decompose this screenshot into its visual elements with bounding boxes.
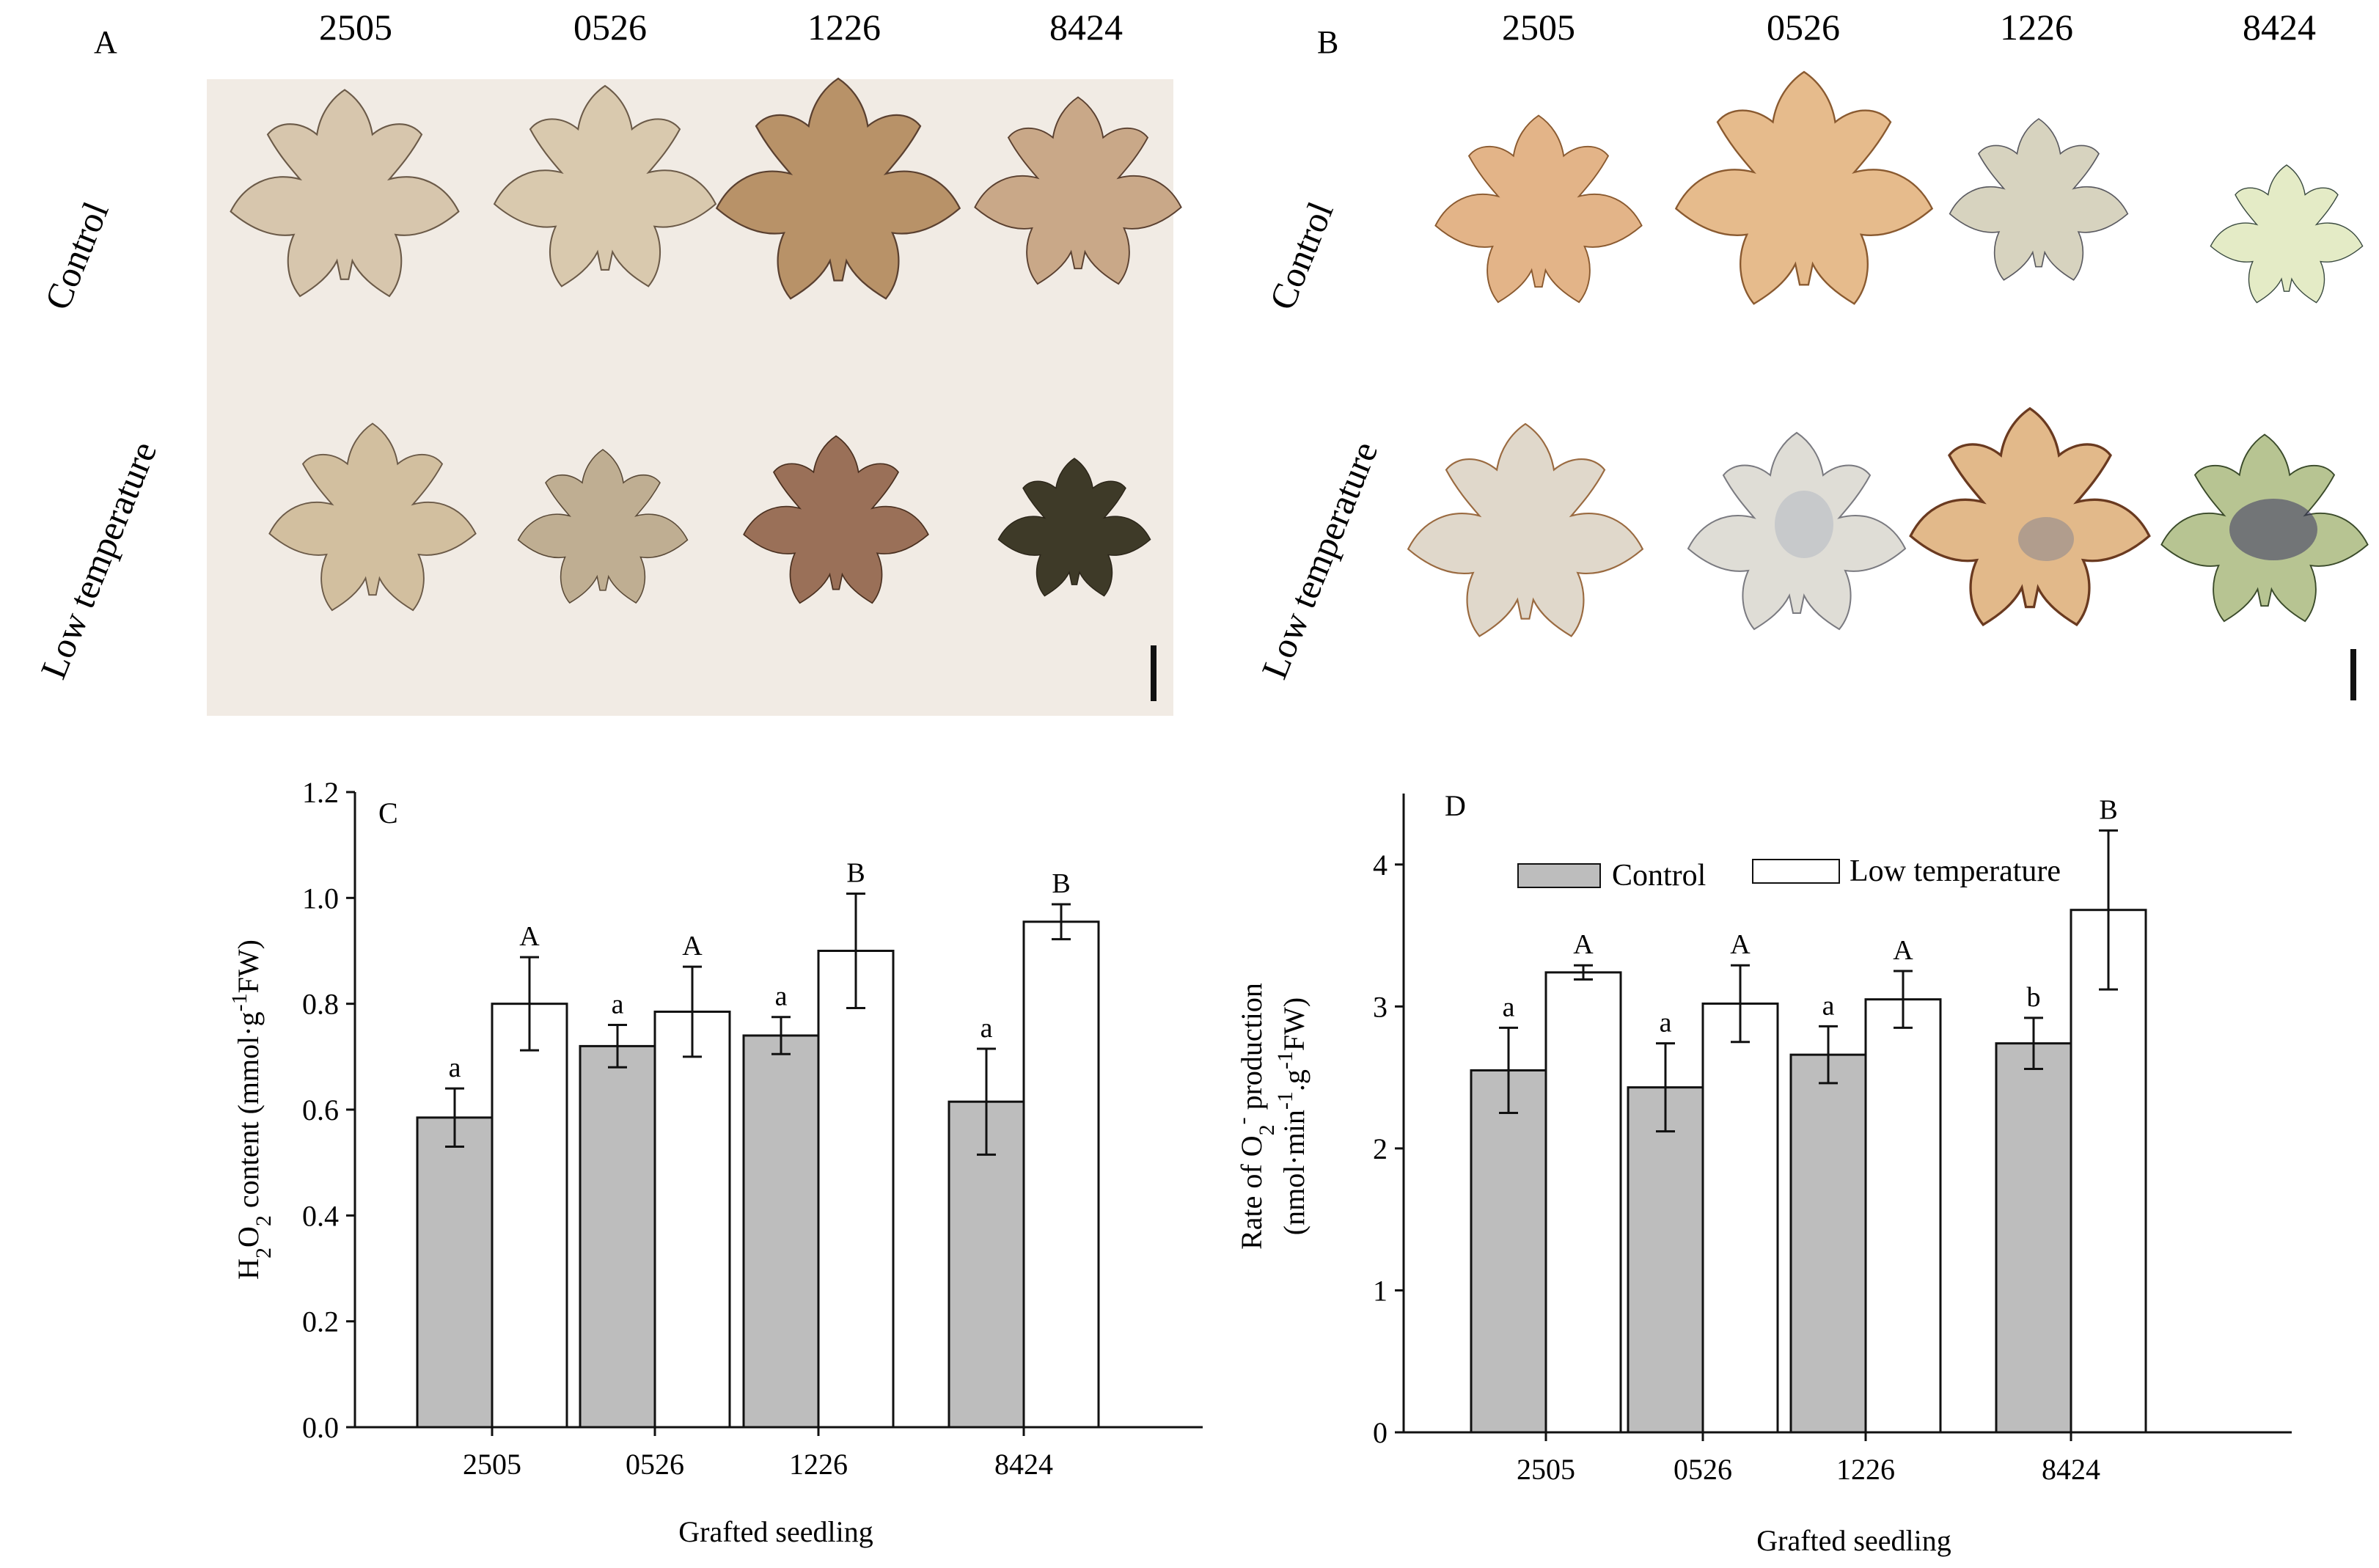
y-tick-label: 1.2 — [302, 776, 339, 809]
significance-letter: a — [1660, 1008, 1672, 1038]
chart-d-x-axis-title: Grafted seedling — [1756, 1524, 1951, 1557]
panel-a: A 2505 0526 1226 8424 Control Low temper… — [32, 7, 1182, 716]
leaf-image — [1949, 118, 2129, 281]
y-tick-label: 3 — [1373, 990, 1388, 1023]
scale-bar — [2350, 649, 2356, 700]
leaf-image — [1909, 407, 2151, 626]
chart-c-panel-label: C — [378, 796, 398, 829]
x-tick-label: 2505 — [463, 1448, 521, 1481]
bar — [416, 1116, 494, 1429]
significance-letter: B — [2099, 794, 2117, 825]
panel-b-row-label: Low temperature — [1253, 436, 1385, 684]
significance-letter: A — [1893, 935, 1913, 966]
bar — [653, 1010, 731, 1429]
chart-c-x-axis-title: Grafted seedling — [678, 1515, 873, 1548]
leaf-image — [2210, 164, 2364, 304]
y-tick-label: 0 — [1373, 1416, 1388, 1449]
chart-d-panel-label: D — [1445, 789, 1466, 822]
y-tick-label: 0.6 — [302, 1093, 339, 1126]
panel-a-row-label: Control — [37, 196, 117, 315]
bar — [1627, 1086, 1704, 1434]
panel-b-col-label: 1226 — [2000, 7, 2073, 48]
x-tick-label: 0526 — [1674, 1453, 1732, 1486]
bar — [1995, 1042, 2072, 1434]
y-tick-label: 0.4 — [302, 1199, 339, 1232]
bar — [1022, 920, 1100, 1429]
significance-letter: b — [2027, 982, 2041, 1013]
chart-c-y-axis-title: H2O2 content (mmol·g-1FW) — [227, 939, 276, 1280]
bar — [1864, 998, 1942, 1434]
leaf-image — [1675, 70, 1933, 305]
chart-c: C 0.0 0.2 0.4 0.6 0.8 1.0 1.2 a A 2505 a A 0526 a B 12… — [227, 776, 1203, 1548]
y-tick-label: 1 — [1373, 1274, 1388, 1307]
bar — [1701, 1002, 1779, 1434]
significance-letter: B — [846, 858, 865, 889]
x-tick-label: 1226 — [1836, 1453, 1895, 1486]
legend-swatch-control — [1517, 863, 1601, 888]
significance-letter: a — [980, 1013, 993, 1044]
y-tick-label: 1.0 — [302, 882, 339, 915]
scale-bar — [1151, 645, 1156, 701]
bar — [947, 1100, 1025, 1429]
significance-letter: B — [1052, 868, 1070, 899]
x-tick-label: 2505 — [1517, 1453, 1575, 1486]
panel-a-label: A — [94, 24, 117, 60]
bar — [1470, 1069, 1547, 1434]
chart-d: D 0 1 2 3 4 a A 2505 a A 0526 a A 1226 b B 8424 Control… — [1231, 789, 2292, 1557]
y-tick-label: 0.0 — [302, 1411, 339, 1444]
panel-a-col-label: 0526 — [573, 7, 647, 48]
panel-b-label: B — [1317, 24, 1338, 60]
y-tick-label: 4 — [1373, 849, 1388, 882]
bar — [817, 950, 895, 1429]
significance-letter: a — [449, 1052, 461, 1083]
panel-b-col-label: 8424 — [2243, 7, 2316, 48]
significance-letter: a — [1503, 992, 1515, 1022]
bar — [2070, 909, 2147, 1434]
stain-spot — [2229, 499, 2317, 560]
legend-label-control: Control — [1612, 859, 1706, 893]
bar — [579, 1044, 656, 1429]
panel-b-row-label: Control — [1261, 196, 1341, 315]
bar — [1544, 971, 1622, 1434]
significance-letter: A — [1730, 929, 1751, 960]
significance-letter: a — [612, 989, 624, 1020]
bar — [1789, 1053, 1867, 1434]
legend-swatch-low-temperature — [1752, 859, 1840, 884]
significance-letter: A — [519, 921, 540, 952]
x-tick-label: 8424 — [994, 1448, 1053, 1481]
y-tick-label: 2 — [1373, 1132, 1388, 1165]
panel-b: B 2505 0526 1226 8424 Control Low temper… — [1253, 7, 2369, 700]
chart-d-y-axis-title-line1: Rate of O2- production — [1231, 983, 1279, 1250]
leaf-image — [1434, 114, 1643, 304]
significance-letter: A — [682, 931, 703, 961]
panel-a-row-label: Low temperature — [32, 436, 164, 684]
bar — [491, 1003, 568, 1429]
panel-a-col-label: 1226 — [807, 7, 881, 48]
significance-letter: a — [775, 981, 788, 1012]
chart-d-y-axis-title-line2: (nmol·min-1.g-1FW) — [1273, 997, 1311, 1235]
significance-letter: a — [1822, 990, 1835, 1021]
leaf-image — [1407, 422, 1643, 637]
x-tick-label: 8424 — [2042, 1453, 2100, 1486]
stain-spot — [1775, 491, 1833, 558]
stain-spot — [2018, 517, 2074, 561]
panel-b-col-label: 2505 — [1502, 7, 1575, 48]
panel-b-col-label: 0526 — [1767, 7, 1840, 48]
x-tick-label: 0526 — [626, 1448, 684, 1481]
y-tick-label: 0.2 — [302, 1305, 339, 1338]
panel-a-col-label: 2505 — [319, 7, 392, 48]
panel-a-col-label: 8424 — [1049, 7, 1123, 48]
legend-label-low-temperature: Low temperature — [1850, 854, 2061, 888]
bar — [742, 1034, 820, 1429]
y-tick-label: 0.8 — [302, 988, 339, 1021]
significance-letter: A — [1573, 929, 1594, 960]
x-tick-label: 1226 — [789, 1448, 848, 1481]
chart-d-legend: Control Low temperature — [1517, 854, 2061, 893]
